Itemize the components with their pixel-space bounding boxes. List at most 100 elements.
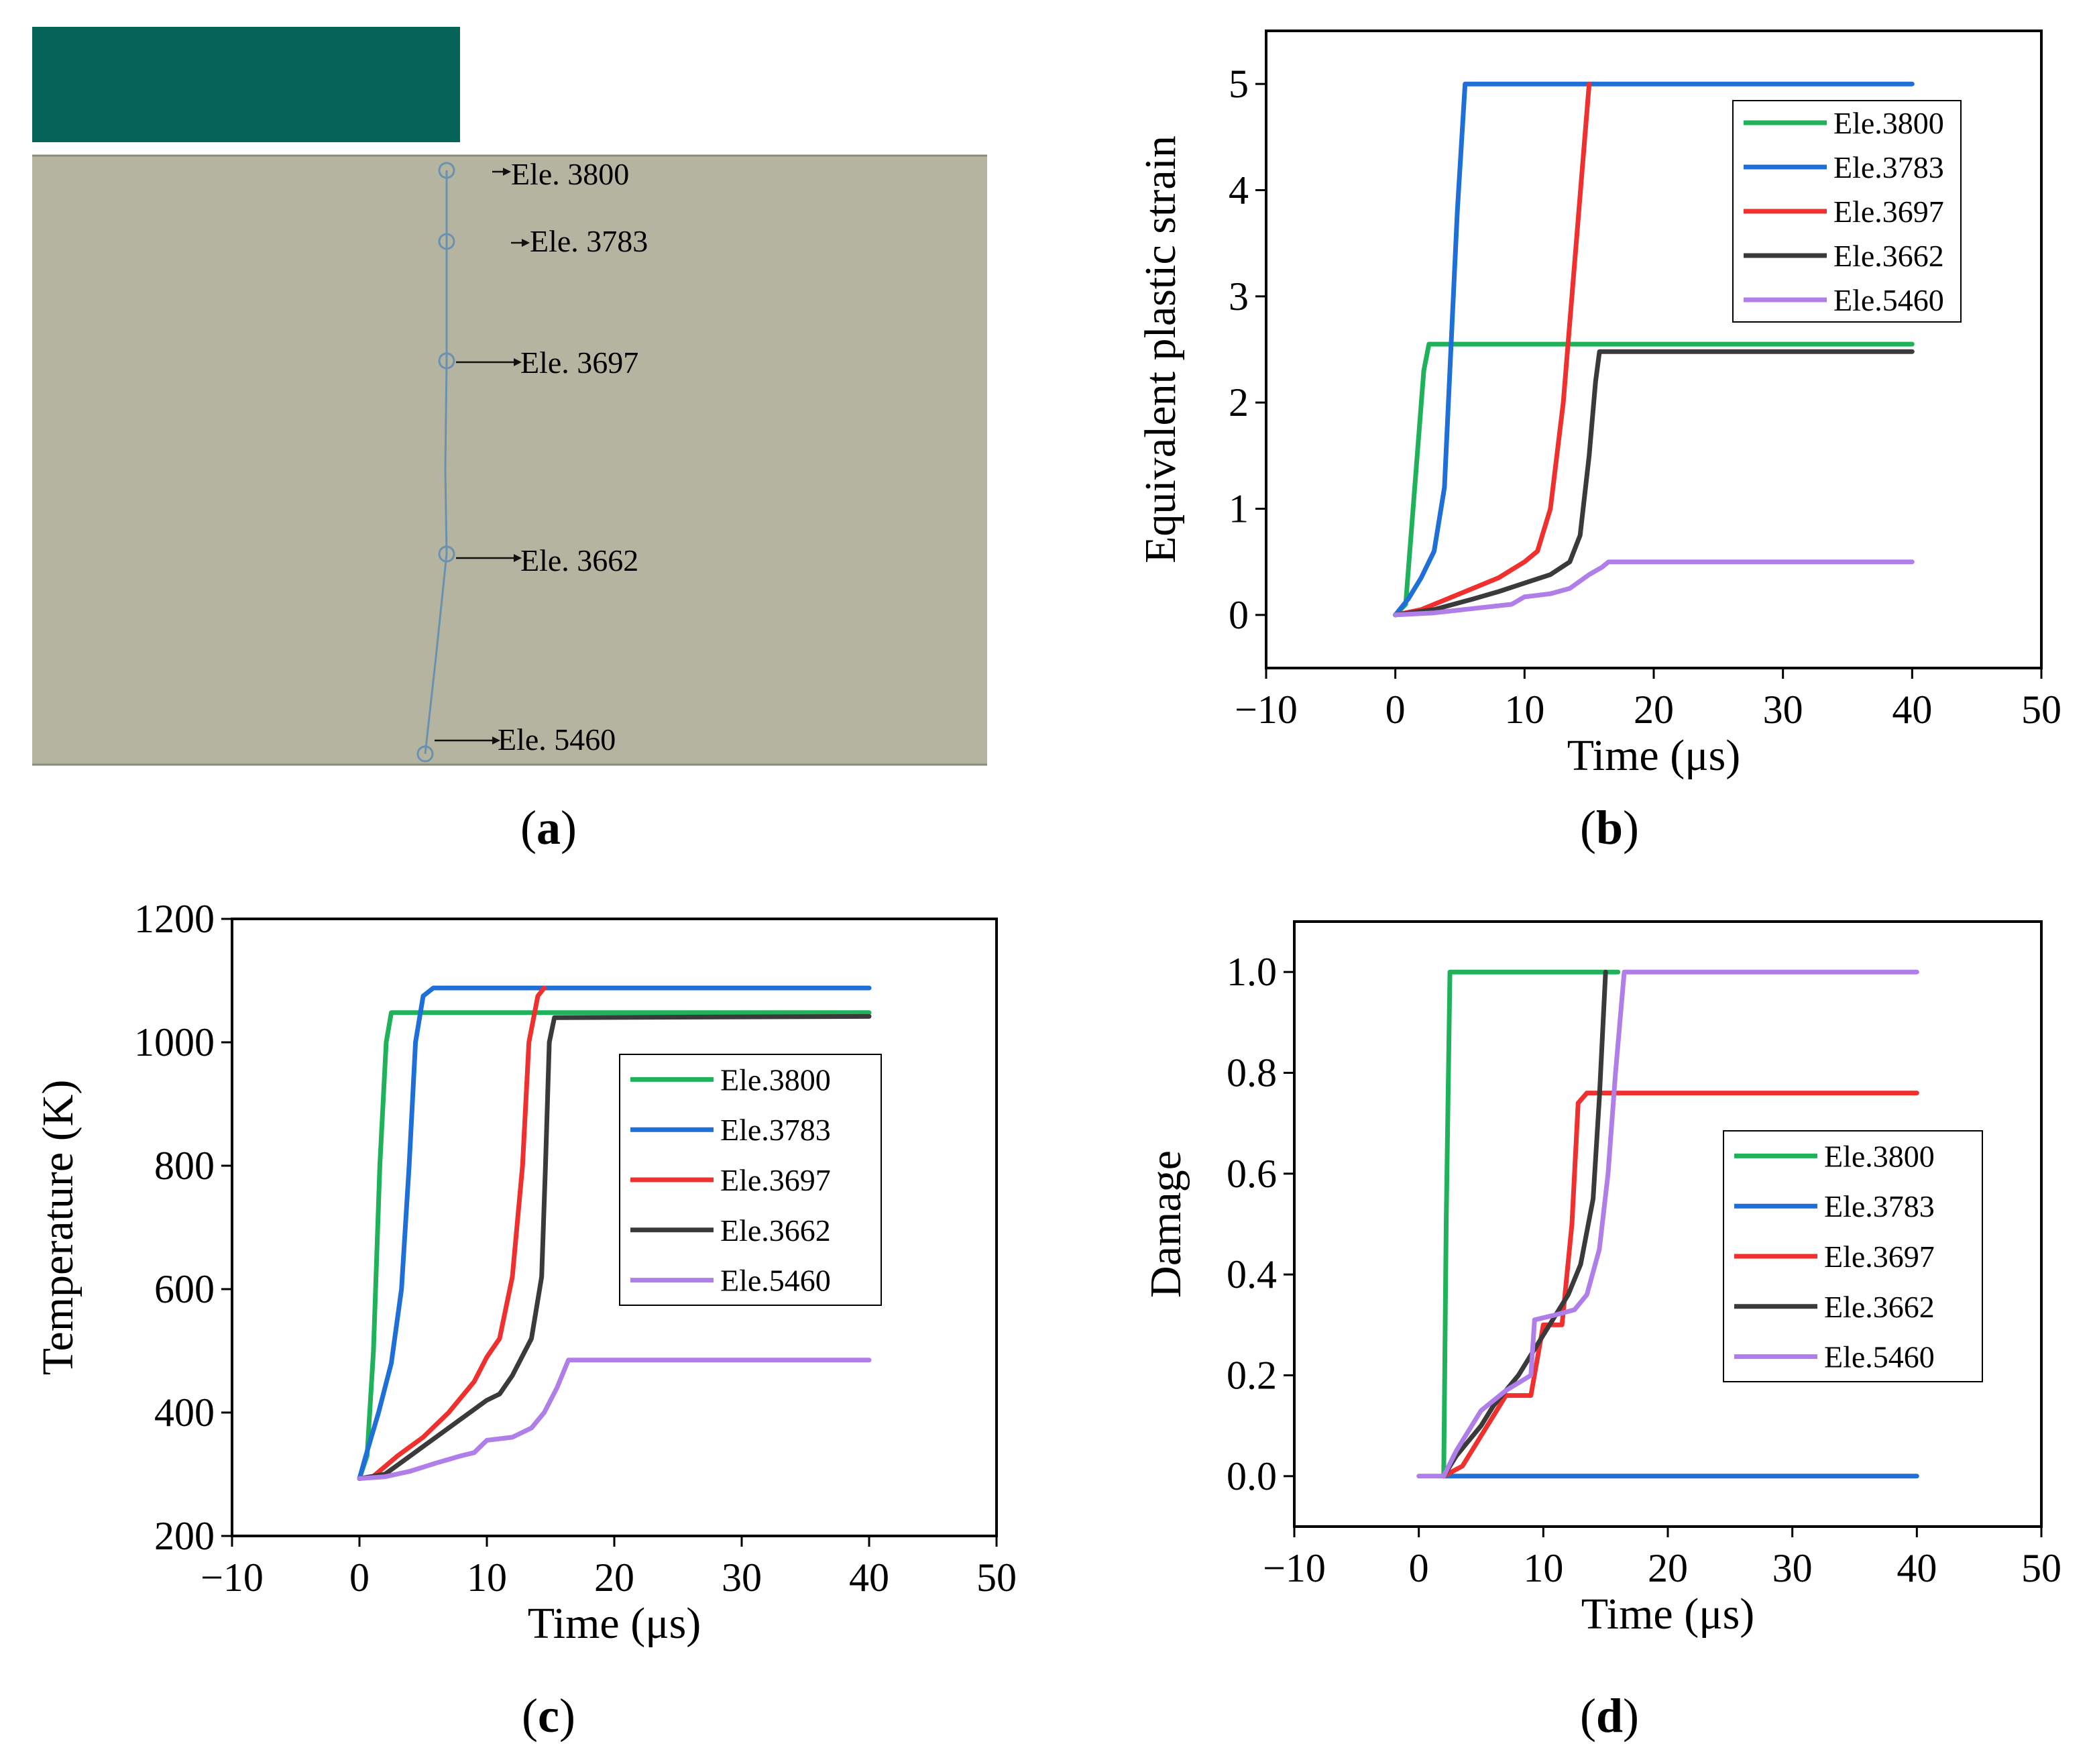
element-label-3783: Ele. 3783 — [530, 224, 648, 258]
y-tick-label: 0.6 — [1227, 1152, 1277, 1196]
legend-label-ele-3662: Ele.3662 — [720, 1213, 831, 1248]
element-label-5460: Ele. 5460 — [498, 722, 616, 757]
x-tick-label: 40 — [1897, 1546, 1937, 1590]
element-marker-3783 — [438, 233, 455, 250]
x-tick-label: 50 — [976, 1555, 1017, 1600]
chart-panel-b-equivalent-plastic-strain: −10 0 10 20 30 40 50 0 1 2 3 4 5 Time (μs) Equivalent … — [1136, 30, 2061, 780]
chart-panel-d-damage: −10 0 10 20 30 40 50 0.0 0.2 0.4 0.6 0.8 1.0 Time (μs… — [1141, 920, 2061, 1639]
legend-label-ele-5460: Ele.5460 — [720, 1264, 831, 1298]
series-line-ele-3697 — [1441, 1091, 1919, 1479]
y-tick-label: 1000 — [134, 1020, 215, 1064]
x-tick-label: 20 — [1634, 687, 1674, 732]
series-line-ele-5460 — [1393, 559, 1915, 618]
legend: Ele.3800 Ele.3783 Ele.3697 Ele.3662 Ele.5460 — [619, 1054, 882, 1306]
legend: Ele.3800 Ele.3783 Ele.3697 Ele.3662 Ele.5460 — [1723, 1130, 1983, 1382]
tool-block — [32, 27, 460, 142]
element-label-3800: Ele. 3800 — [511, 157, 629, 191]
element-arrow-head-3697 — [514, 358, 522, 366]
element-marker-3800 — [438, 162, 455, 179]
element-marker-3697 — [438, 352, 455, 370]
y-tick-label: 200 — [154, 1514, 215, 1558]
legend-label-ele-3800: Ele.3800 — [1833, 106, 1944, 140]
y-tick-label: 0.0 — [1227, 1454, 1277, 1498]
x-tick-label: 0 — [1385, 687, 1406, 732]
y-tick-label: 1 — [1229, 487, 1249, 531]
panel-a-schematic: Ele. 3800 Ele. 3783 Ele. 3697 Ele. 3662 … — [32, 27, 987, 766]
panel-caption-a: (a) — [520, 801, 577, 855]
panel-caption-b: (b) — [1580, 801, 1639, 855]
element-label-3662: Ele. 3662 — [520, 543, 638, 577]
x-tick-label: 30 — [1772, 1546, 1813, 1590]
element-arrow-head-3783 — [522, 239, 530, 247]
series-line-ele-5460 — [357, 1358, 872, 1481]
series-line-ele-5460 — [1416, 969, 1919, 1479]
y-axis-title: Equivalent plastic strain — [1136, 135, 1185, 563]
legend-label-ele-3697: Ele.3697 — [1824, 1239, 1935, 1274]
y-tick-label: 0.8 — [1227, 1051, 1277, 1095]
x-axis-title: Time (μs) — [1581, 1590, 1755, 1639]
y-tick-label: 5 — [1229, 62, 1249, 106]
y-tick-label: 2 — [1229, 380, 1249, 425]
legend-label-ele-3800: Ele.3800 — [1824, 1139, 1935, 1173]
x-tick-label: 30 — [1763, 687, 1803, 732]
x-tick-label: 10 — [467, 1555, 507, 1600]
y-tick-label: 600 — [154, 1267, 215, 1311]
legend-label-ele-3783: Ele.3783 — [1824, 1189, 1935, 1223]
legend-label-ele-3783: Ele.3783 — [720, 1113, 831, 1147]
x-tick-label: 40 — [1892, 687, 1932, 732]
y-axis-title: Damage — [1141, 1150, 1190, 1298]
legend-label-ele-5460: Ele.5460 — [1833, 283, 1944, 317]
y-tick-label: 800 — [154, 1144, 215, 1188]
element-arrow-head-5460 — [492, 736, 500, 745]
series-line-ele-3697 — [357, 985, 547, 1481]
x-tick-label: −10 — [201, 1555, 264, 1600]
y-tick-label: 0 — [1229, 593, 1249, 637]
legend-label-ele-3662: Ele.3662 — [1833, 239, 1944, 273]
x-tick-label: 50 — [2021, 1546, 2061, 1590]
x-tick-label: −10 — [1263, 1546, 1326, 1590]
legend-label-ele-3697: Ele.3697 — [720, 1163, 831, 1197]
y-tick-label: 1.0 — [1227, 950, 1277, 994]
x-tick-label: 10 — [1523, 1546, 1563, 1590]
panel-caption-c: (c) — [522, 1689, 575, 1743]
chart-panel-c-temperature: −10 0 10 20 30 40 50 200 400 600 800 1000 1200 Time (… — [34, 897, 1017, 1648]
x-tick-label: −10 — [1235, 687, 1298, 732]
x-axis-title: Time (μs) — [1567, 731, 1741, 780]
x-tick-label: 50 — [2021, 687, 2061, 732]
x-tick-label: 20 — [594, 1555, 634, 1600]
element-marker-5460 — [416, 745, 434, 763]
element-arrow-head-3662 — [514, 554, 522, 562]
x-axis-title: Time (μs) — [528, 1599, 701, 1648]
legend-label-ele-5460: Ele.5460 — [1824, 1340, 1935, 1374]
legend-label-ele-3783: Ele.3783 — [1833, 150, 1944, 184]
x-tick-label: 40 — [849, 1555, 889, 1600]
x-tick-label: 0 — [349, 1555, 370, 1600]
element-arrow-head-3800 — [503, 168, 511, 176]
x-tick-label: 0 — [1409, 1546, 1429, 1590]
legend-label-ele-3697: Ele.3697 — [1833, 195, 1944, 229]
legend-label-ele-3662: Ele.3662 — [1824, 1290, 1935, 1324]
series-line-ele-3662 — [357, 1013, 872, 1481]
series-line-ele-3783 — [1393, 81, 1915, 618]
x-tick-label: 10 — [1504, 687, 1544, 732]
element-marker-3662 — [438, 545, 455, 563]
workpiece — [32, 156, 987, 765]
y-axis-title: Temperature (K) — [34, 1080, 82, 1376]
y-tick-label: 3 — [1229, 274, 1249, 319]
element-path-line — [424, 170, 448, 755]
x-tick-label: 30 — [722, 1555, 762, 1600]
series-line-ele-3783 — [357, 985, 872, 1481]
series-line-ele-3800 — [1441, 969, 1621, 1479]
panel-caption-d: (d) — [1580, 1689, 1639, 1743]
series-line-ele-3697 — [1393, 81, 1592, 618]
legend: Ele.3800 Ele.3783 Ele.3697 Ele.3662 Ele.5460 — [1732, 100, 1962, 323]
legend-label-ele-3800: Ele.3800 — [720, 1062, 831, 1097]
y-tick-label: 400 — [154, 1390, 215, 1435]
x-tick-label: 20 — [1648, 1546, 1688, 1590]
series-line-ele-3662 — [1393, 349, 1915, 618]
element-label-3697: Ele. 3697 — [520, 345, 638, 380]
y-tick-label: 0.2 — [1227, 1354, 1277, 1398]
y-tick-label: 0.4 — [1227, 1252, 1277, 1297]
y-tick-label: 4 — [1229, 168, 1249, 213]
